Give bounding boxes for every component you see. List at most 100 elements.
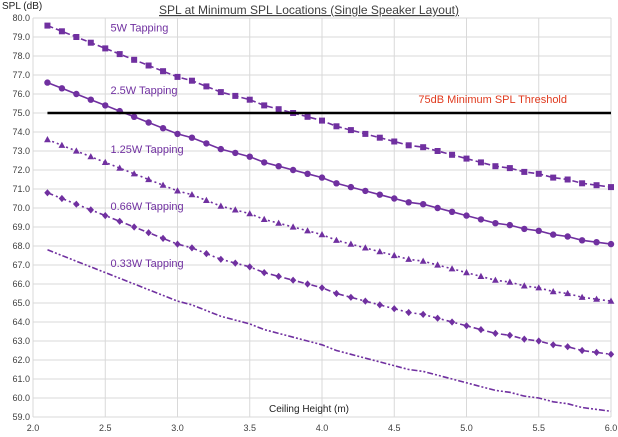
data-point <box>58 85 66 92</box>
data-point <box>607 297 615 304</box>
data-point <box>376 301 383 309</box>
data-point <box>87 39 94 46</box>
data-point <box>506 221 514 229</box>
series-line <box>47 138 612 302</box>
data-point <box>376 134 383 141</box>
chart-title: SPL at Minimum SPL Locations (Single Spe… <box>159 3 459 17</box>
data-point <box>419 201 427 208</box>
data-point <box>261 102 268 109</box>
data-point <box>420 144 427 151</box>
data-point <box>188 77 195 84</box>
data-point <box>434 261 441 268</box>
data-point <box>607 240 615 248</box>
data-point <box>174 187 181 194</box>
data-point <box>564 289 572 297</box>
data-point <box>549 288 557 295</box>
data-point <box>362 297 369 305</box>
series-line <box>47 24 612 188</box>
y-tick-label: 61.0 <box>12 374 30 384</box>
y-tick-label: 64.0 <box>12 317 30 327</box>
y-tick-label: 75.0 <box>12 108 30 118</box>
data-point <box>361 244 369 251</box>
data-point <box>232 259 239 267</box>
data-point <box>333 180 340 187</box>
series-layer: 5W Tapping 2.5W Tapping 1.25W Tapping 0.66W… <box>44 22 615 413</box>
data-point <box>347 127 354 134</box>
data-point <box>520 282 528 289</box>
data-point <box>463 212 470 219</box>
data-point <box>203 196 210 203</box>
data-point <box>362 130 369 137</box>
data-point <box>376 191 383 198</box>
data-point <box>564 176 571 183</box>
series-line <box>47 81 612 245</box>
data-point <box>246 153 253 160</box>
data-point <box>304 170 311 177</box>
threshold-label: 75dB Minimum SPL Threshold <box>418 94 567 106</box>
y-tick-label: 66.0 <box>12 279 30 289</box>
data-point <box>391 195 398 202</box>
y-tick-label: 79.0 <box>12 32 30 42</box>
series-line <box>47 249 612 413</box>
data-point <box>535 337 542 345</box>
x-tick-label: 3.0 <box>171 423 184 433</box>
data-point <box>275 219 283 226</box>
data-point <box>463 269 470 276</box>
data-point <box>579 180 586 187</box>
x-tick-label: 6.0 <box>605 423 618 433</box>
y-tick-label: 73.0 <box>12 146 30 156</box>
data-point <box>492 276 499 283</box>
data-point <box>188 134 196 141</box>
data-point <box>188 244 196 252</box>
data-point <box>188 191 196 198</box>
data-point <box>593 239 600 246</box>
data-point <box>535 170 542 177</box>
data-point <box>506 165 513 172</box>
data-point <box>246 263 253 271</box>
data-point <box>333 236 340 243</box>
data-point <box>174 73 181 80</box>
x-axis-label: Ceiling Height (m) <box>269 404 349 415</box>
data-point <box>405 255 413 262</box>
data-point <box>174 130 181 138</box>
data-point <box>492 163 499 170</box>
series-label: 0.33W Tapping <box>110 258 183 270</box>
data-point <box>564 233 571 240</box>
data-point <box>419 310 427 318</box>
y-tick-label: 68.0 <box>12 241 30 251</box>
x-tick-label: 3.5 <box>243 423 256 433</box>
x-tick-label: 5.5 <box>532 423 545 433</box>
data-point <box>477 326 485 334</box>
data-point <box>550 174 557 181</box>
data-point <box>535 227 542 234</box>
data-point <box>434 148 441 154</box>
data-point <box>87 153 95 160</box>
data-point <box>44 79 51 86</box>
data-point <box>578 237 586 244</box>
data-point <box>289 276 297 284</box>
data-point <box>521 335 528 343</box>
data-point <box>593 348 600 356</box>
data-point <box>578 293 586 300</box>
data-point <box>434 314 441 322</box>
y-tick-label: 63.0 <box>12 336 30 346</box>
data-point <box>232 149 239 157</box>
data-point <box>521 225 528 233</box>
data-point <box>58 28 65 35</box>
data-point <box>434 204 441 212</box>
data-point <box>87 206 94 214</box>
data-point <box>72 147 80 154</box>
data-point <box>73 34 80 40</box>
y-tick-label: 72.0 <box>12 165 30 175</box>
data-point <box>174 240 181 248</box>
data-point <box>376 248 384 255</box>
y-tick-label: 69.0 <box>12 222 30 232</box>
data-point <box>217 202 225 209</box>
data-point <box>231 206 239 213</box>
data-point <box>131 56 138 63</box>
data-point <box>477 159 484 166</box>
data-point <box>463 155 470 162</box>
y-tick-label: 65.0 <box>12 298 30 308</box>
data-point <box>44 136 51 143</box>
